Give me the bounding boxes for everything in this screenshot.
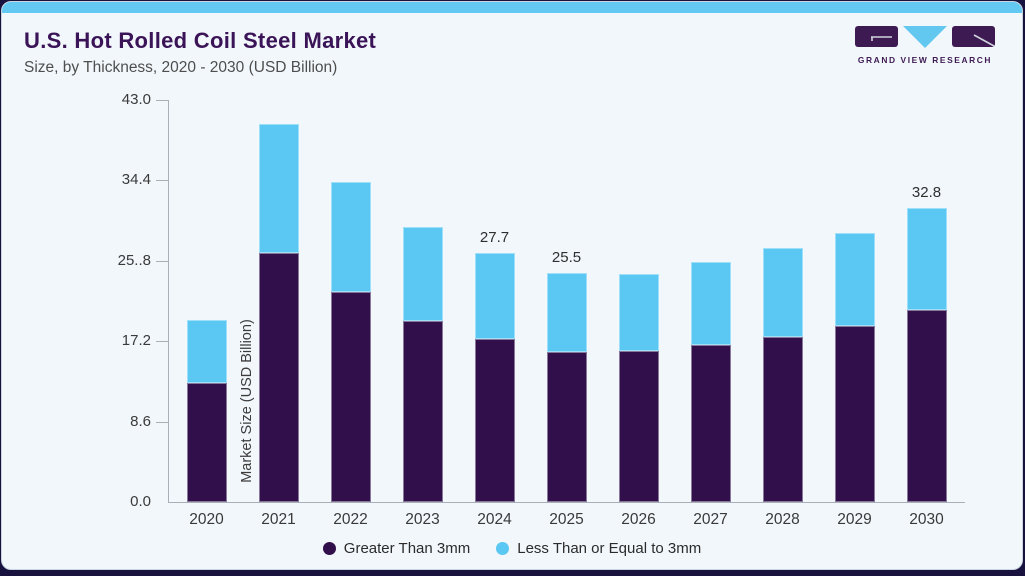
bar-segment-gt3mm-2024 [474,339,515,502]
bar-chart-plot-area: Market Size (USD Billion) 0.0 8.6 17.2 25..… [118,91,965,528]
bar-segment-le3mm-2024 [474,253,515,339]
logo-v-icon [903,26,947,48]
bar-segment-gt3mm-2020 [186,383,227,502]
x-tick-label-2024: 2024 [477,511,512,528]
logo-g-icon [855,26,898,47]
x-tick-label-2030: 2030 [909,511,944,528]
logo-wordmark: GRAND VIEW RESEARCH [857,55,993,65]
bar-segment-le3mm-2029 [834,233,875,326]
x-tick-label-2027: 2027 [693,511,728,528]
y-tick-mark [156,340,169,342]
data-label-2030: 32.8 [911,184,942,201]
bar-segment-le3mm-2027 [690,262,731,345]
legend-item-gt3mm: Greater Than 3mm [322,540,471,557]
x-tick-label-2023: 2023 [405,511,440,528]
x-tick-label-2025: 2025 [549,511,584,528]
y-tick-label: 34.4 [121,171,151,188]
legend-dot-icon [496,542,510,555]
page-title: U.S. Hot Rolled Coil Steel Market [24,28,377,53]
y-tick-mark [156,99,169,101]
data-label-2024: 27.7 [479,229,510,246]
bar-segment-gt3mm-2026 [618,351,659,502]
bar-segment-le3mm-2021 [258,124,299,253]
bar-segment-gt3mm-2021 [258,253,299,502]
bar-segment-le3mm-2020 [186,320,227,383]
bar-segment-gt3mm-2025 [546,352,587,502]
x-tick-label-2026: 2026 [621,511,656,528]
bar-group-2022 [330,182,371,502]
legend-label: Less Than or Equal to 3mm [517,540,702,557]
chart-legend: Greater Than 3mm Less Than or Equal to 3m… [2,540,1022,557]
bar-segment-le3mm-2023 [402,227,443,321]
bar-group-2027 [690,262,731,502]
x-tick-label-2022: 2022 [333,511,368,528]
bar-group-2028 [762,248,803,502]
x-tick-label-2029: 2029 [837,511,872,528]
y-tick-label: 8.6 [130,413,151,430]
bar-segment-le3mm-2026 [618,274,659,351]
y-tick-mark [156,260,169,262]
bar-group-2021 [258,124,299,502]
bar-segment-gt3mm-2027 [690,345,731,502]
y-tick-mark [156,179,169,181]
bar-segment-gt3mm-2029 [834,326,875,502]
data-label-2025: 25.5 [551,249,582,266]
legend-dot-icon [322,542,336,555]
bar-segment-le3mm-2030 [906,208,947,310]
grand-view-research-logo: GRAND VIEW RESEARCH [852,26,998,65]
y-tick-label: 17.2 [121,332,151,349]
y-tick-label: 0.0 [130,493,151,510]
x-tick-label-2020: 2020 [189,511,224,528]
x-tick-label-2028: 2028 [765,511,800,528]
bar-segment-le3mm-2025 [546,273,587,352]
bar-segment-gt3mm-2030 [906,310,947,502]
page-subtitle: Size, by Thickness, 2020 - 2030 (USD Bil… [24,59,338,76]
bar-segment-le3mm-2028 [762,248,803,337]
logo-r-icon [952,26,995,47]
logo-glyphs [852,26,998,48]
legend-item-le3mm: Less Than or Equal to 3mm [496,540,701,557]
bar-segment-gt3mm-2028 [762,337,803,502]
bar-group-2030 [906,208,947,502]
bar-segment-le3mm-2022 [330,182,371,292]
bar-segment-gt3mm-2023 [402,321,443,502]
bar-group-2024 [474,253,515,502]
legend-label: Greater Than 3mm [343,540,471,557]
bar-group-2025 [546,273,587,502]
bar-segment-gt3mm-2022 [330,292,371,502]
y-tick-label: 43.0 [121,91,151,108]
y-tick-mark [156,421,169,423]
bar-group-2029 [834,233,875,502]
bar-group-2026 [618,274,659,502]
bar-group-2023 [402,227,443,502]
bar-group-2020 [186,320,227,502]
x-tick-label-2021: 2021 [261,511,296,528]
y-tick-label: 25..8 [117,252,151,269]
accent-topbar [2,2,1022,13]
